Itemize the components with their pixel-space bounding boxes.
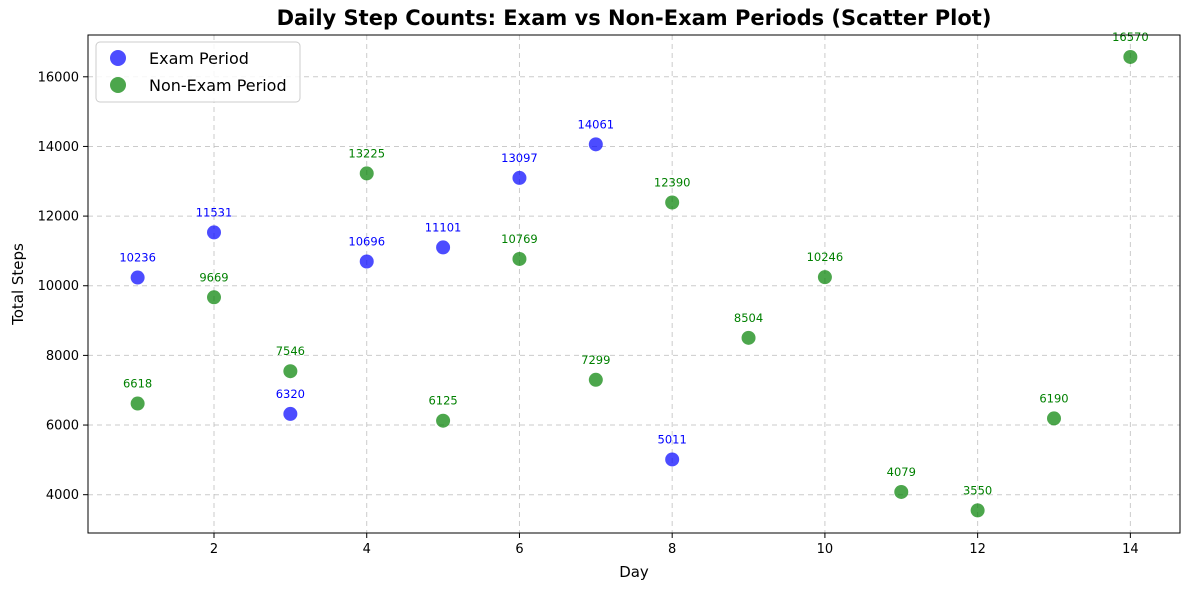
y-axis-label: Total Steps — [9, 243, 27, 326]
data-points — [130, 49, 1138, 518]
data-point-label: 10696 — [348, 235, 385, 249]
data-point — [512, 170, 527, 185]
y-tick-label: 6000 — [46, 419, 79, 434]
data-point-label: 5011 — [658, 432, 687, 446]
data-point — [665, 195, 680, 210]
data-point — [436, 240, 451, 255]
data-point-label: 10769 — [501, 232, 538, 246]
data-point-label: 10246 — [807, 250, 844, 264]
plot-area-frame — [87, 34, 1181, 534]
legend-label-non-exam: Non-Exam Period — [149, 76, 287, 95]
x-tick-label: 10 — [817, 542, 834, 557]
legend-box — [95, 41, 301, 103]
data-point-label: 14061 — [578, 117, 615, 131]
data-labels: 10236 11531 6320 10696 11101 13097 14061 5011 66… — [119, 30, 1148, 497]
x-tick-label: 8 — [668, 542, 676, 557]
x-axis-label: Day — [619, 563, 649, 581]
data-point — [130, 270, 145, 285]
y-tick-label: 14000 — [38, 140, 79, 155]
chart-title: Daily Step Counts: Exam vs Non-Exam Peri… — [277, 6, 992, 30]
data-point — [359, 166, 374, 181]
data-point — [741, 330, 756, 345]
x-tick-label: 2 — [210, 542, 218, 557]
y-tick-label: 12000 — [38, 210, 79, 225]
data-point — [970, 503, 985, 518]
data-point-label: 6125 — [428, 394, 457, 408]
data-point-label: 6190 — [1039, 391, 1068, 405]
data-point — [1123, 49, 1138, 64]
y-tick-label: 16000 — [38, 70, 79, 85]
data-point — [588, 372, 603, 387]
data-point-label: 16570 — [1112, 30, 1149, 44]
data-point — [283, 406, 298, 421]
data-point-label: 12390 — [654, 176, 691, 190]
data-point-label: 7299 — [581, 353, 610, 367]
data-point — [207, 225, 221, 240]
x-tick-label: 4 — [363, 542, 371, 557]
data-point-label: 7546 — [276, 344, 305, 358]
legend-marker-non-exam — [110, 77, 126, 93]
data-point — [207, 290, 221, 305]
legend-marker-exam — [110, 50, 126, 66]
data-point — [130, 396, 145, 411]
y-tick-label: 10000 — [38, 279, 79, 294]
data-point-label: 13225 — [348, 146, 385, 160]
data-point-label: 8504 — [734, 311, 763, 325]
data-point — [894, 484, 909, 499]
data-point — [512, 251, 527, 266]
data-point — [359, 254, 374, 269]
grid-lines — [88, 35, 1180, 533]
data-point-label: 10236 — [119, 251, 156, 265]
y-tick-label: 4000 — [46, 488, 79, 503]
y-tick-label: 8000 — [46, 349, 79, 364]
data-point — [817, 270, 832, 285]
x-tick-label: 14 — [1122, 542, 1139, 557]
legend: Exam Period Non-Exam Period — [95, 41, 301, 103]
data-point-label: 6320 — [276, 387, 305, 401]
data-point — [588, 137, 603, 152]
data-point — [283, 364, 298, 379]
x-tick-label: 6 — [515, 542, 523, 557]
data-point-label: 13097 — [501, 151, 538, 165]
data-point — [665, 452, 680, 467]
x-tick-label: 12 — [969, 542, 986, 557]
axis-ticks: 2 4 6 8 10 12 14 4000 6000 8000 10000 12000 14000 160… — [38, 70, 1139, 557]
data-point-label: 9669 — [199, 270, 228, 284]
data-point-label: 11531 — [196, 205, 233, 219]
data-point-label: 4079 — [887, 465, 916, 479]
legend-label-exam: Exam Period — [149, 49, 249, 68]
data-point-label: 6618 — [123, 377, 152, 391]
data-point-label: 3550 — [963, 483, 992, 497]
data-point — [436, 413, 451, 428]
data-point — [1047, 411, 1061, 426]
data-point-label: 11101 — [425, 220, 462, 234]
